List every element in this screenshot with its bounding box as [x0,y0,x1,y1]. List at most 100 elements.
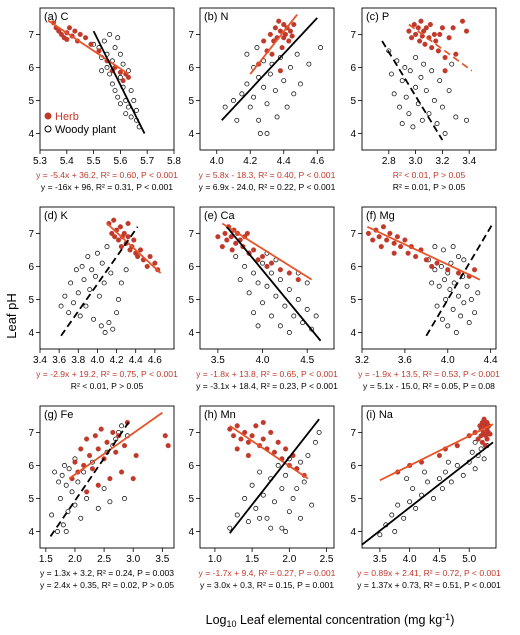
legend-marker [44,125,52,133]
woody-point [418,74,424,80]
y-tick-label: 4 [350,328,356,339]
woody-point [439,486,445,492]
y-tick-label: 7 [188,30,194,41]
herb-point [251,247,257,253]
x-tick-label: 5.7 [140,156,154,167]
woody-point [59,472,65,478]
woody-point [49,512,55,518]
woody-point [461,257,467,263]
woody-point [301,479,307,485]
x-tick-label: 3.6 [398,355,412,366]
herb-point [272,25,278,31]
y-tick-label: 7 [350,30,356,41]
woody-point [389,71,394,77]
woody-point [281,78,287,84]
herb-point [429,263,435,269]
woody-point [425,479,430,485]
herb-point [245,452,251,459]
woody-point [117,101,123,107]
woody-point [95,505,101,511]
woody-point [257,131,263,136]
plot-frame [39,206,175,350]
herb-point [405,250,411,256]
woody-point [429,280,435,286]
herb-point [249,433,255,439]
woody-point [431,496,436,501]
herb-point [479,439,485,445]
y-tick-label: 4 [28,527,34,538]
herb-point [264,263,270,269]
y-tick-label: 6 [350,262,356,273]
herb-point [378,244,384,250]
herb-point [376,234,382,240]
herb-fit-line [366,225,481,281]
woody-point [443,297,449,302]
x-tick-label: 4.2 [243,156,257,167]
herb-point [121,230,127,236]
herb-point [120,78,126,84]
woody-point [460,472,466,478]
woody-point [410,486,416,492]
panel-2: 4 5 6 7 2.8 3.0 3.2 3.4 (c) P R² < 0.01, P > 0.05… [350,7,497,192]
y-tick-label: 7 [28,229,34,240]
regression-equation: y = 1.37x + 0.73, R² = 0.51, P < 0.001 [357,580,501,590]
herb-point [92,433,98,439]
y-tick-label: 6 [188,262,194,273]
herb-point [84,489,90,495]
herb-fit-line [47,19,129,75]
woody-point [469,449,475,455]
herb-point [238,436,244,442]
woody-point [91,316,97,322]
woody-point [101,486,107,492]
herb-point [453,51,459,57]
x-tick-label: 3.4 [462,156,476,167]
x-tick-label: 5.5 [87,156,101,167]
x-tick-label: 3.5 [155,554,169,565]
herb-point [107,476,113,482]
woody-point [55,529,60,534]
x-tick-label: 3.4 [33,355,47,366]
herb-point [481,416,487,422]
woody-point [118,280,124,286]
herb-point [291,21,297,28]
woody-fit-line [226,226,322,342]
herb-fit-line [408,23,473,72]
woody-point [62,462,67,468]
woody-point [62,293,68,299]
herb-point [446,35,452,41]
panel-label: (e) Ca [204,210,235,222]
herb-point [267,31,273,37]
woody-point [429,68,435,74]
woody-point [403,94,409,100]
herb-point [268,260,275,266]
herb-point [219,244,225,250]
woody-point [445,323,451,329]
herb-point [411,21,417,28]
woody-point [271,499,277,505]
y-tick-label: 7 [28,30,34,41]
y-tick-label: 4 [188,527,194,538]
x-tick-label: 2.0 [68,554,82,565]
herb-point [423,257,429,263]
herb-point [422,41,428,47]
y-tick-label: 5 [350,494,356,505]
woody-point [264,283,270,289]
panel-3: 4 5 6 7 3.4 3.6 3.8 4.0 4.2 4.4 4.6 (d) K y = -2.9x … [28,206,178,391]
woody-point [247,104,253,110]
regression-equation: y = -16x + 96, R² = 0.31, P < 0.001 [41,182,173,192]
woody-point [63,482,69,488]
woody-point [437,78,443,84]
woody-point [66,466,72,472]
plot-frame [361,7,497,151]
woody-point [274,114,280,120]
x-tick-label: 2.5 [97,554,111,565]
woody-point [464,283,470,289]
regression-equation: y = 5.8x - 18.3, R² = 0.40, P < 0.001 [199,170,336,180]
panel-1: 4 5 6 7 4.0 4.2 4.4 4.6 (b) N y = 5.8x - 18.3, R²… [188,7,336,192]
herb-point [463,28,470,34]
woody-point [264,515,270,521]
woody-fit-line [425,223,494,337]
regression-equation: y = -2.9x + 19.2, R² = 0.75, P < 0.001 [36,369,178,379]
regression-equation: R² = 0.01, P > 0.05 [393,182,466,192]
